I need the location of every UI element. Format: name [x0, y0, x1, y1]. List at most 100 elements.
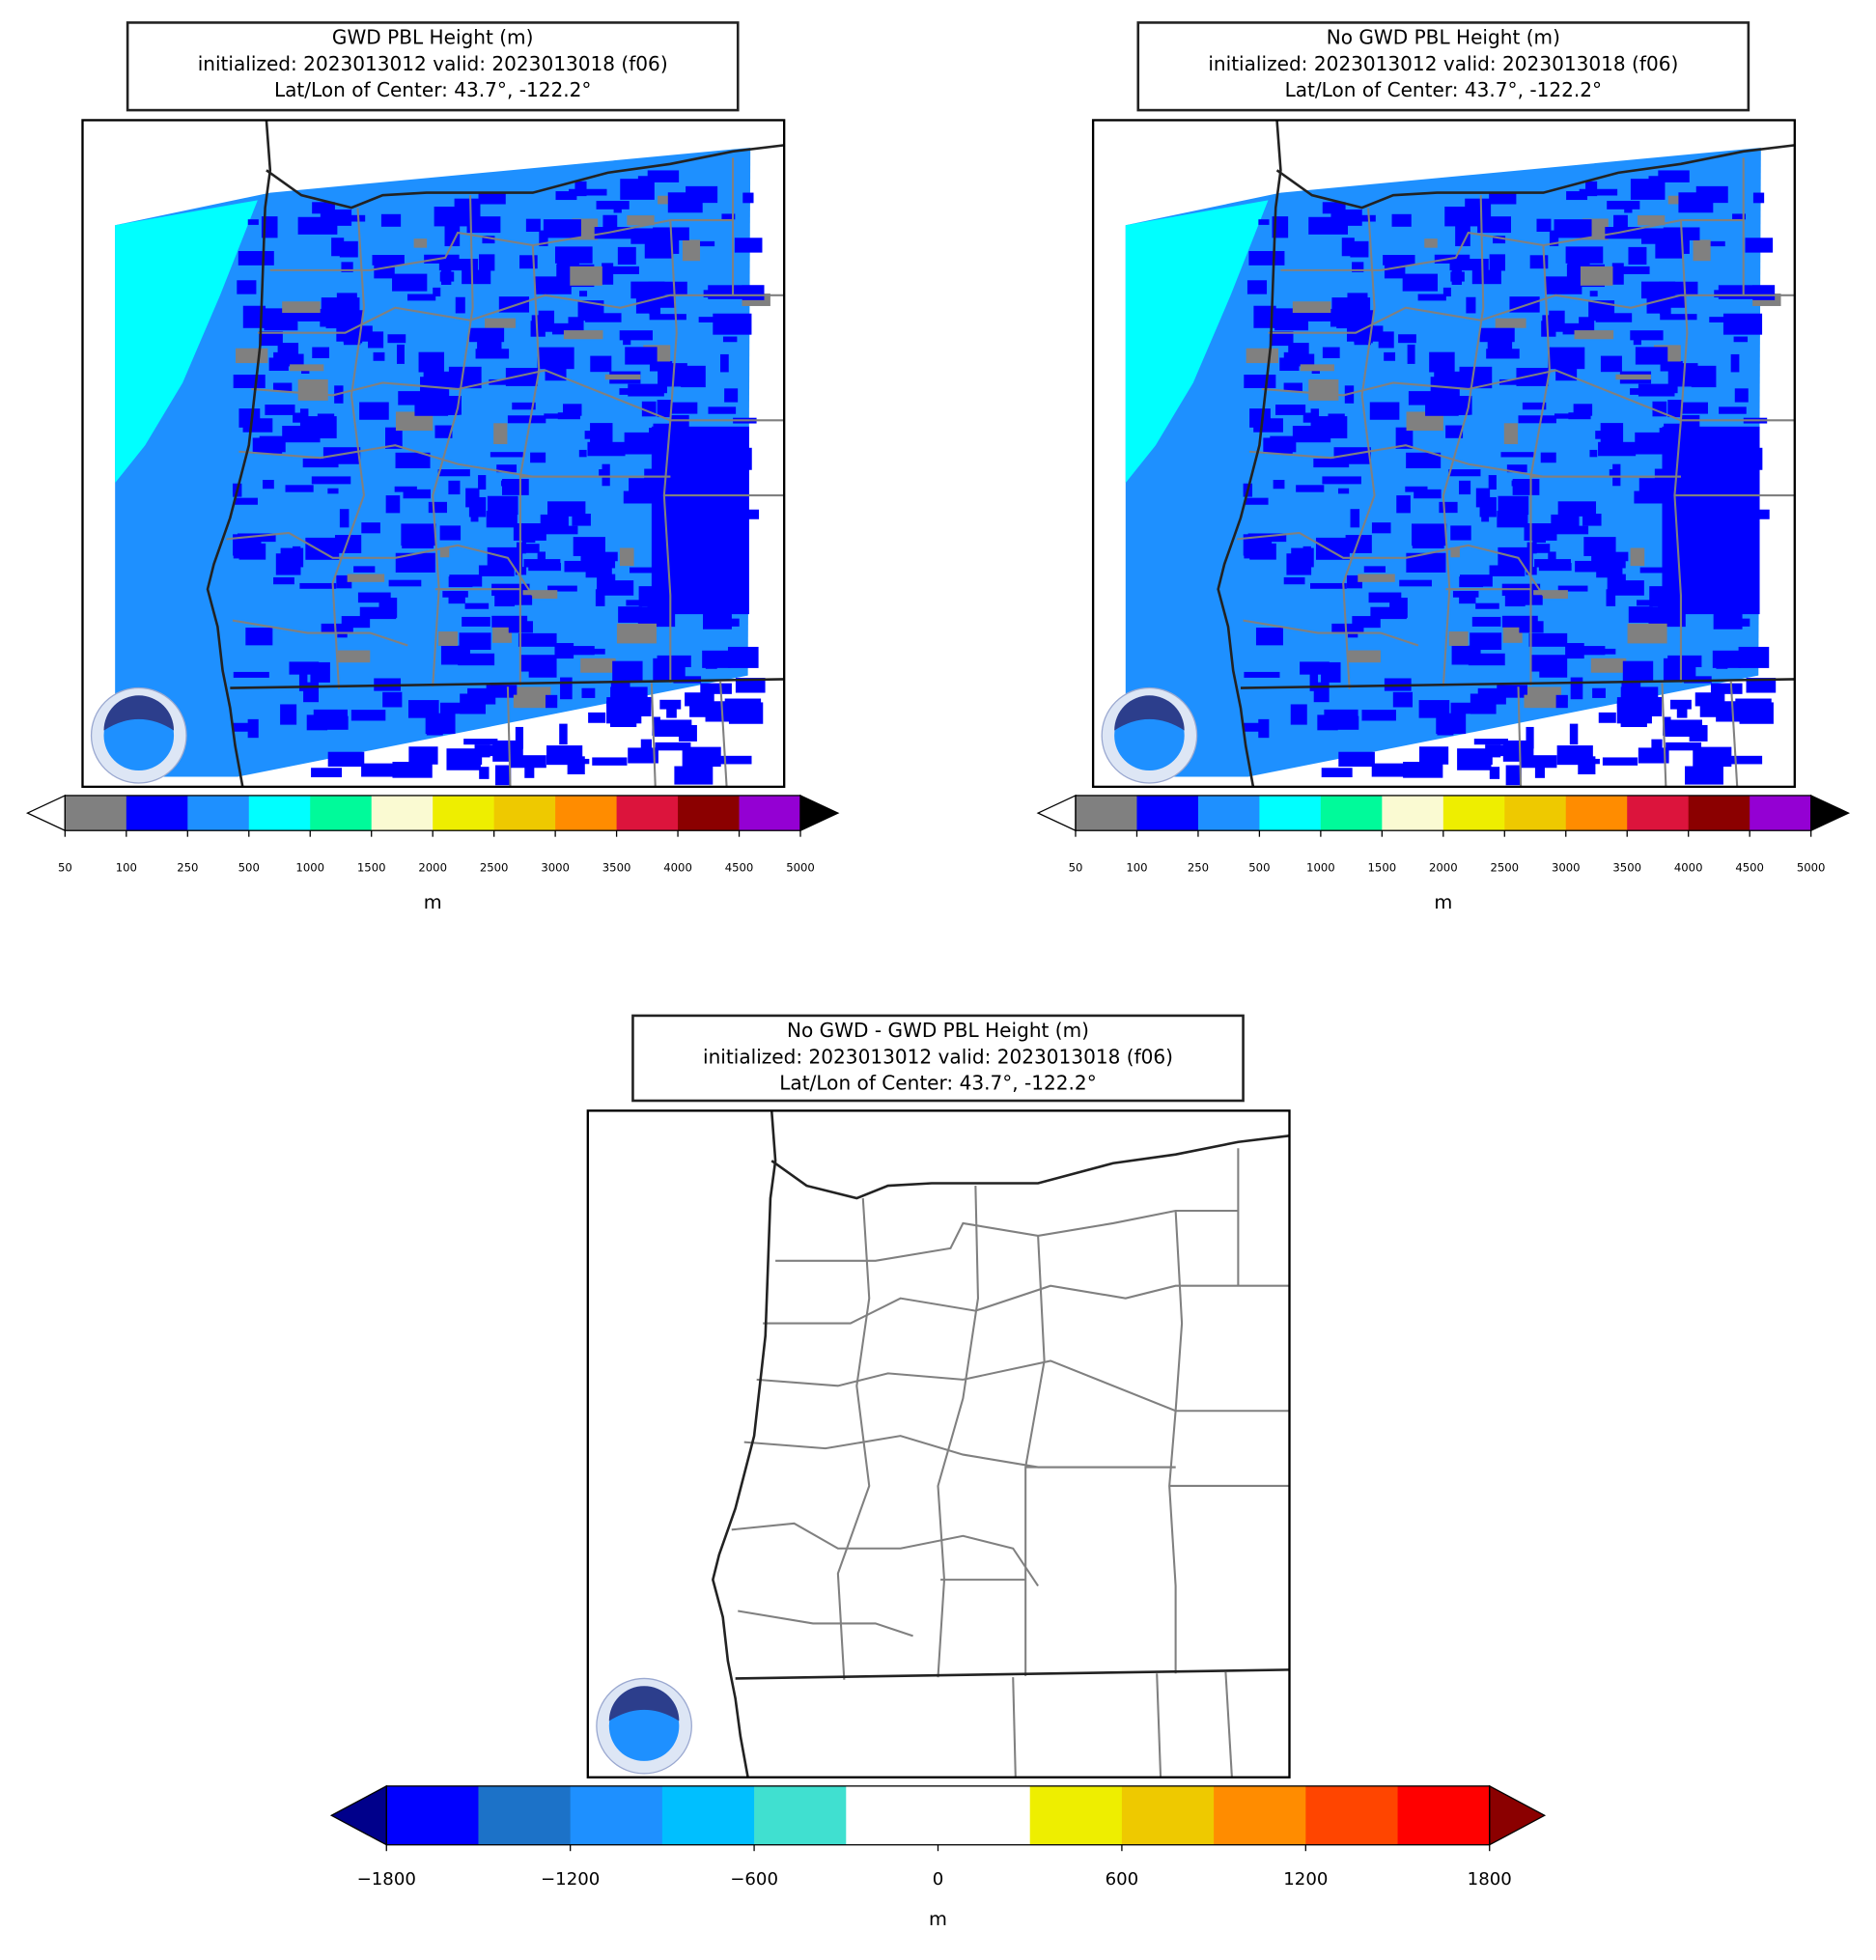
field-cell: [1471, 616, 1501, 627]
field-cell: [1575, 560, 1603, 573]
colorbar-tick-label: 2000: [1429, 861, 1458, 875]
field-cell: [439, 271, 455, 282]
field-cell: [574, 181, 587, 197]
field-cell: [486, 685, 518, 695]
field-cell: [233, 375, 266, 389]
field-cell: [1745, 238, 1774, 253]
county-line: [731, 1522, 1039, 1587]
field-cell: [448, 576, 473, 588]
colorbar-segment: [1504, 795, 1567, 831]
title-line: initialized: 2023013012 valid: 202301301…: [703, 1045, 1173, 1068]
field-cell: [263, 316, 276, 328]
field-cell: [1612, 463, 1621, 487]
field-cell: [1429, 351, 1455, 373]
field-cell: [620, 662, 630, 681]
field-cell: [1442, 287, 1451, 297]
state-border: [1275, 144, 1795, 210]
field-cell: [361, 763, 399, 777]
field-cell: [1589, 291, 1598, 297]
field-cell: [1518, 415, 1556, 424]
colorbar-segment: [938, 1785, 1031, 1845]
field-cell: [1412, 523, 1447, 546]
state-border: [735, 1668, 1290, 1680]
field-cell: [742, 285, 765, 300]
field-cell: [537, 347, 574, 370]
field-cell: [1689, 724, 1708, 742]
field-cell: [1485, 744, 1501, 758]
field-cell: [388, 579, 422, 587]
map-layer: [1125, 120, 1795, 787]
county-line: [775, 1209, 1239, 1262]
field-cell: [1321, 661, 1341, 683]
field-cell: [339, 509, 350, 528]
field-cell: [337, 630, 348, 638]
field-cell: [459, 632, 491, 651]
field-cell: [1582, 514, 1602, 526]
field-cell: [543, 219, 581, 238]
field-cell: [1638, 383, 1675, 397]
field-cell: [1243, 722, 1261, 732]
field-cell: [361, 522, 380, 534]
field-cyan: [1125, 200, 1269, 484]
field-cell: [242, 418, 273, 433]
field-cell: [1658, 170, 1690, 182]
field-cell: [512, 402, 536, 410]
field-cell: [1569, 723, 1579, 745]
field-cell: [408, 746, 438, 765]
field-cell: [1246, 348, 1279, 364]
field-cell: [442, 591, 468, 598]
field-cell: [1468, 653, 1505, 666]
field-cell: [353, 566, 376, 573]
colorbar-over: [799, 794, 840, 832]
field-cell: [1612, 266, 1650, 274]
field-cell: [666, 707, 677, 718]
title-line: initialized: 2023013012 valid: 202301301…: [1208, 52, 1678, 75]
colorbar-tick-label: 50: [58, 861, 72, 875]
field-cell: [374, 259, 395, 279]
field-cell: [1405, 486, 1428, 492]
field-cell: [1585, 181, 1598, 197]
field-cell: [1341, 238, 1355, 257]
state-border: [266, 144, 785, 210]
field-cell: [331, 238, 345, 257]
field-cell: [1659, 292, 1671, 315]
field-cell: [1646, 294, 1663, 314]
field-cell: [1414, 489, 1442, 499]
field-cell: [462, 269, 491, 285]
field-cell: [1579, 188, 1618, 196]
field-cell: [265, 405, 295, 415]
field-cell: [232, 722, 250, 732]
field-cell: [1275, 405, 1306, 415]
title-box: [1136, 21, 1750, 112]
field-cell: [387, 334, 406, 344]
colorbar-tick-label: 2000: [418, 861, 447, 875]
field-cell: [341, 262, 353, 272]
field-cell: [1548, 551, 1556, 567]
field-cell: [659, 699, 682, 710]
field-cell: [1598, 441, 1637, 457]
colorbar-segment: [478, 1785, 572, 1845]
field-cell: [1246, 280, 1268, 294]
field-cell: [1718, 285, 1753, 299]
field-cell: [1322, 202, 1346, 214]
field-cell: [339, 240, 358, 258]
field-cell: [623, 490, 654, 504]
colorbar-tick-label: 100: [1126, 861, 1147, 875]
field-cell: [554, 246, 593, 264]
county-line: [226, 531, 534, 597]
field-cell: [540, 514, 569, 530]
field-cell: [655, 742, 691, 751]
field-cell: [236, 348, 268, 364]
field-cell: [539, 230, 548, 246]
field-cell: [577, 300, 604, 322]
field-cell: [305, 416, 337, 439]
field-cell: [1556, 745, 1593, 766]
field-cell: [674, 766, 714, 785]
colorbar-label: m: [1434, 891, 1452, 913]
colorbar-segment: [386, 1785, 479, 1845]
field-cell: [602, 463, 610, 487]
field-cell: [590, 423, 613, 446]
field-cell: [490, 452, 523, 458]
field-cell: [293, 412, 302, 423]
field-cell: [544, 413, 567, 419]
